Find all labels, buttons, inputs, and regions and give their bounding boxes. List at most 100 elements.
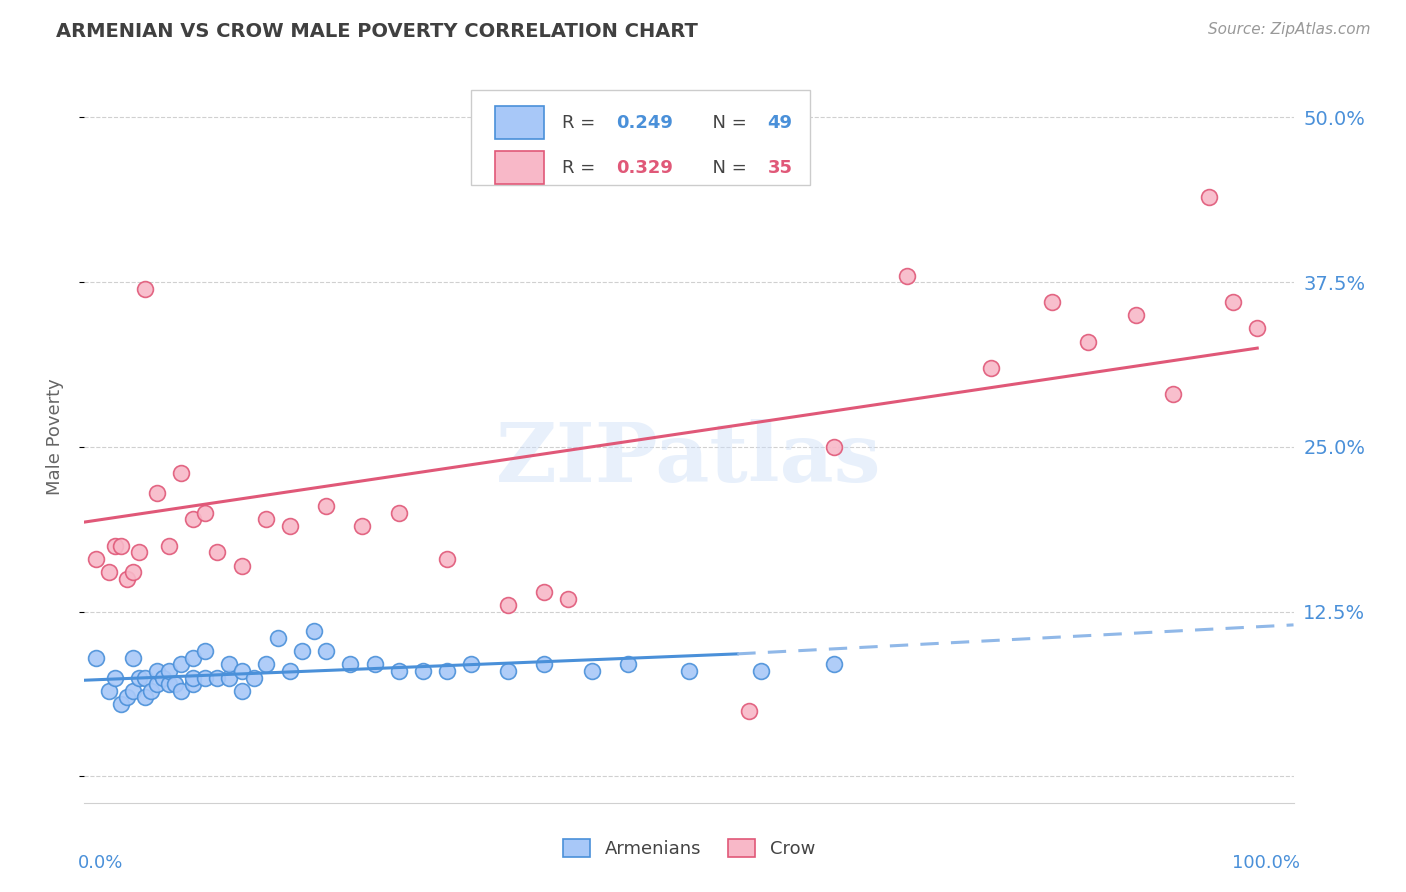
Point	[1125, 308, 1147, 322]
Point	[980, 360, 1002, 375]
Point	[751, 664, 773, 678]
Text: R =: R =	[562, 114, 600, 132]
Point	[170, 467, 193, 481]
Point	[194, 644, 217, 658]
Point	[121, 683, 143, 698]
Point	[278, 664, 301, 678]
Text: 0.249: 0.249	[616, 114, 673, 132]
Point	[146, 677, 169, 691]
Point	[1222, 295, 1244, 310]
Point	[823, 440, 845, 454]
FancyBboxPatch shape	[495, 151, 544, 184]
Point	[194, 671, 217, 685]
Point	[388, 664, 411, 678]
Point	[121, 565, 143, 579]
Point	[254, 657, 277, 672]
Point	[581, 664, 603, 678]
Point	[678, 664, 700, 678]
Text: 0.329: 0.329	[616, 159, 673, 177]
Text: ZIPatlas: ZIPatlas	[496, 419, 882, 499]
Text: 35: 35	[768, 159, 793, 177]
Point	[86, 650, 108, 665]
Point	[231, 558, 253, 573]
Legend: Armenians, Crow: Armenians, Crow	[554, 830, 824, 867]
Point	[104, 539, 127, 553]
Point	[207, 545, 229, 559]
Text: R =: R =	[562, 159, 600, 177]
Point	[1198, 189, 1220, 203]
Point	[110, 539, 132, 553]
Point	[134, 282, 156, 296]
Point	[1040, 295, 1063, 310]
Point	[115, 572, 138, 586]
Point	[231, 664, 253, 678]
Point	[412, 664, 434, 678]
Point	[1246, 321, 1268, 335]
Text: N =: N =	[702, 159, 752, 177]
Point	[97, 565, 120, 579]
Text: 0.0%: 0.0%	[79, 854, 124, 872]
Point	[436, 664, 458, 678]
Point	[242, 671, 264, 685]
Point	[315, 644, 337, 658]
Point	[181, 677, 204, 691]
Point	[339, 657, 361, 672]
Point	[388, 506, 411, 520]
Point	[496, 664, 519, 678]
Point	[157, 664, 180, 678]
Point	[218, 657, 240, 672]
Point	[181, 650, 204, 665]
Point	[207, 671, 229, 685]
Point	[97, 683, 120, 698]
FancyBboxPatch shape	[471, 90, 810, 185]
Point	[110, 697, 132, 711]
Point	[128, 545, 150, 559]
Point	[218, 671, 240, 685]
Point	[170, 657, 193, 672]
Point	[436, 552, 458, 566]
Point	[533, 585, 555, 599]
Point	[1161, 387, 1184, 401]
Point	[460, 657, 482, 672]
Text: N =: N =	[702, 114, 752, 132]
Point	[157, 539, 180, 553]
Point	[267, 631, 290, 645]
Point	[496, 598, 519, 612]
Text: 49: 49	[768, 114, 793, 132]
Point	[278, 519, 301, 533]
Point	[302, 624, 325, 639]
Point	[617, 657, 640, 672]
Point	[134, 690, 156, 705]
Point	[231, 683, 253, 698]
Point	[254, 512, 277, 526]
Point	[165, 677, 187, 691]
Point	[86, 552, 108, 566]
Point	[121, 650, 143, 665]
Point	[738, 704, 761, 718]
Point	[194, 506, 217, 520]
Point	[152, 671, 174, 685]
Point	[315, 500, 337, 514]
Point	[181, 671, 204, 685]
Point	[134, 671, 156, 685]
Point	[291, 644, 314, 658]
Point	[146, 664, 169, 678]
FancyBboxPatch shape	[495, 106, 544, 139]
Point	[823, 657, 845, 672]
Point	[896, 268, 918, 283]
Text: Source: ZipAtlas.com: Source: ZipAtlas.com	[1208, 22, 1371, 37]
Point	[557, 591, 579, 606]
Point	[363, 657, 385, 672]
Point	[128, 671, 150, 685]
Text: ARMENIAN VS CROW MALE POVERTY CORRELATION CHART: ARMENIAN VS CROW MALE POVERTY CORRELATIO…	[56, 22, 699, 41]
Point	[104, 671, 127, 685]
Point	[170, 683, 193, 698]
Y-axis label: Male Poverty: Male Poverty	[45, 379, 63, 495]
Point	[533, 657, 555, 672]
Point	[157, 677, 180, 691]
Point	[139, 683, 162, 698]
Point	[181, 512, 204, 526]
Text: 100.0%: 100.0%	[1232, 854, 1299, 872]
Point	[352, 519, 374, 533]
Point	[1077, 334, 1099, 349]
